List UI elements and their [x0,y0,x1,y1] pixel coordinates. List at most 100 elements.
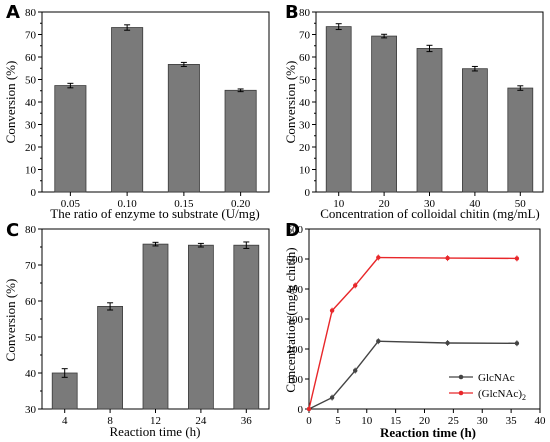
panel-c-ytick-label: 70 [25,260,37,272]
panel-b-bar [507,87,534,193]
panel-b-xtick-label: 20 [379,198,391,210]
panel-c-xtick-label: 4 [62,415,68,427]
panel-d-point [353,283,358,288]
panel-c-ytick-label: 30 [25,404,37,416]
panel-c-xtick-label: 8 [107,415,113,427]
panel-b-ytick-label: 50 [299,75,311,87]
panel-a-ytick-label: 70 [25,30,37,42]
panel-d-ytick-label: 200 [287,344,304,356]
panel-a-letter: A [6,2,20,23]
panel-b-ytick-label: 80 [299,7,311,19]
panel-b-bar [371,35,397,193]
panel-b-ytick-label: 30 [299,120,311,132]
panel-c-xtick-label: 12 [150,415,161,427]
panel-b-bar [325,26,352,193]
panel-b-ytick-label: 10 [299,165,311,177]
panel-c-xtick-label: 36 [241,415,253,427]
panel-b: B Conversion (%) Concentration of colloi… [283,2,544,221]
panel-d-ytick-label: 600 [287,224,304,236]
panel-b-ytick-label: 0 [305,187,311,199]
panel-d-xtick-label: 15 [390,415,402,427]
panel-d-point [445,255,450,261]
panel-d-xtick-label: 30 [477,415,489,427]
panel-a-bar [54,85,87,193]
panel-d-ytick-label: 100 [287,374,304,386]
panel-b-xlabel: Concentration of colloidal chitin (mg/mL… [320,206,540,221]
panel-b-ytick-label: 60 [299,52,311,64]
panel-c-bar [142,243,169,410]
panel-d-ytick-label: 300 [287,314,304,326]
panel-b-ylabel: Conversion (%) [283,61,298,144]
panel-c-bar [97,305,123,410]
panel-d-point [376,255,381,260]
legend-glcnac-label: GlcNAc [478,372,515,384]
panel-d-xtick-label: 25 [448,415,460,427]
panel-c-ylabel: Conversion (%) [3,279,18,362]
panel-c-ytick-label: 50 [25,332,37,344]
panel-d-point [306,406,312,412]
panel-d-point [353,368,358,373]
panel-a-ytick-label: 60 [25,52,37,64]
panel-d-xtick-label: 35 [506,415,518,427]
panel-a-ytick-label: 0 [31,187,37,199]
legend-dimer-label: (GlcNAc)2 [478,388,526,402]
panel-b-ytick-label: 20 [299,142,311,154]
panel-d: D Concentration (mg/g chitin) Reaction t… [283,220,546,440]
panel-c: C Conversion (%) Reaction time (h) 30 40 5… [3,220,270,439]
panel-b-xtick-label: 50 [515,198,527,210]
panel-b-bar [462,68,488,193]
panel-c-bar [51,372,78,410]
panel-b-xtick-label: 10 [333,198,345,210]
panel-d-xtick-label: 5 [335,415,341,427]
panel-d-ylabel: Concentration (mg/g chitin) [283,247,298,392]
legend-glcnac-marker [458,374,464,380]
panel-a: A Conversion (%) The ratio of enzyme to … [3,2,270,221]
panel-b-xtick-label: 30 [424,198,436,210]
panel-c-bar [188,244,214,410]
panel-d-point [514,256,520,261]
panel-d-xtick-label: 10 [361,415,373,427]
panel-d-xtick-label: 40 [535,415,547,427]
panel-c-ytick-label: 80 [25,224,37,236]
panel-d-series-line [308,340,517,410]
legend-dimer-marker [458,390,464,396]
panel-d-xlabel: Reaction time (h) [380,425,476,440]
panel-c-xtick-label: 24 [195,415,207,427]
panel-d-point [376,339,381,344]
panel-d-xtick-label: 20 [419,415,431,427]
panel-a-ytick-label: 80 [25,7,37,19]
panel-a-bar [111,27,144,193]
panel-c-ytick-label: 40 [25,368,37,380]
panel-b-bar [416,48,443,193]
panel-b-letter: B [285,2,299,23]
panel-a-ytick-label: 50 [25,75,37,87]
panel-d-point [329,395,335,400]
panel-c-letter: C [6,220,19,241]
panel-a-ytick-label: 10 [25,165,37,177]
panel-a-ytick-label: 40 [25,97,37,109]
panel-d-ytick-label: 400 [287,284,304,296]
panel-a-ylabel: Conversion (%) [3,61,18,144]
panel-a-xtick-label: 0.10 [118,198,138,210]
panel-d-point [514,341,520,346]
panel-d-point [445,340,450,346]
panel-a-xtick-label: 0.05 [61,198,81,210]
panel-a-ytick-label: 30 [25,120,37,132]
panel-b-ytick-label: 40 [299,97,311,109]
panel-a-xtick-label: 0.15 [174,198,194,210]
panel-d-ytick-label: 500 [287,254,304,266]
panel-d-series-line [308,256,517,410]
panel-a-ytick-label: 20 [25,142,37,154]
panel-d-ytick-label: 0 [298,404,304,416]
panel-a-bar [167,64,200,193]
panel-c-xlabel: Reaction time (h) [110,424,201,439]
panel-b-xtick-label: 40 [469,198,481,210]
panel-a-bar [224,89,257,193]
panel-a-xtick-label: 0.20 [231,198,251,210]
panel-d-xtick-label: 0 [306,415,312,427]
panel-c-ytick-label: 60 [25,296,37,308]
panel-b-ytick-label: 70 [299,30,311,42]
panel-d-point [329,308,335,313]
panel-a-xlabel: The ratio of enzyme to substrate (U/mg) [50,206,259,221]
